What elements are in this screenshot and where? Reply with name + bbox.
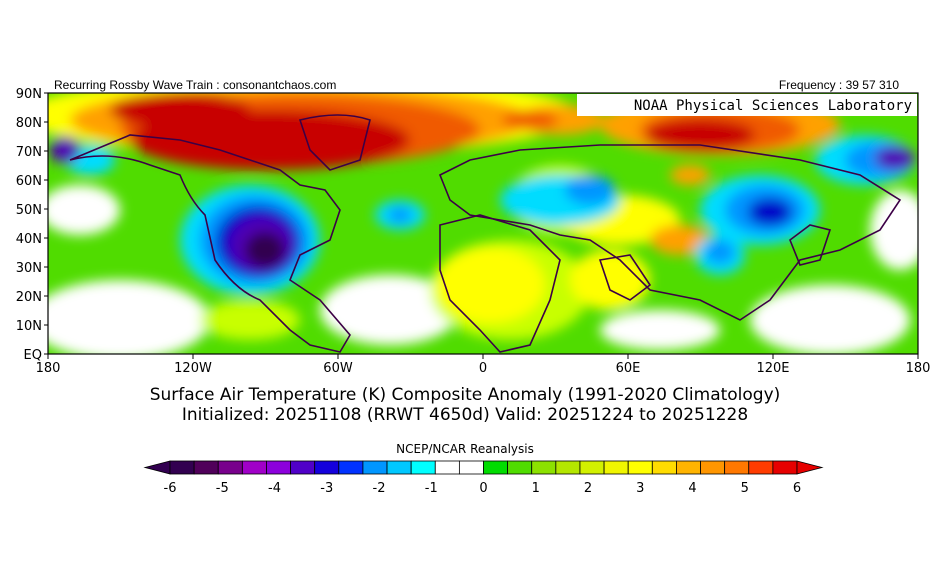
colorbar-segment	[603, 460, 629, 475]
colorbar-segment	[386, 460, 412, 475]
latitude-label: 70N	[16, 145, 42, 160]
longitude-label: 0	[479, 361, 487, 376]
longitude-label: 60E	[616, 361, 641, 376]
colorbar-tick-label: -6	[164, 481, 177, 496]
colorbar-tick-label: 0	[479, 481, 487, 496]
latitude-label: EQ	[24, 348, 42, 363]
map-title-line-2: Initialized: 20251108 (RRWT 4650d) Valid…	[181, 405, 749, 425]
latitude-label: 40N	[16, 232, 42, 247]
colorbar-segment	[748, 460, 774, 475]
latitude-label: 30N	[16, 261, 42, 276]
lab-label: NOAA Physical Sciences Laboratory	[634, 98, 912, 114]
colorbar-segment	[217, 460, 243, 475]
colorbar-tick-label: -5	[216, 481, 229, 496]
colorbar-arrow-low	[143, 460, 171, 475]
colorbar-segment	[338, 460, 364, 475]
lab-label-box	[577, 94, 917, 116]
colorbar-tick-label: -2	[373, 481, 386, 496]
colorbar-segment	[266, 460, 291, 475]
colorbar-segment	[531, 460, 557, 475]
colorbar-segment	[651, 460, 677, 475]
colorbar-segment	[241, 460, 267, 475]
colorbar-tick-label: -1	[425, 481, 438, 496]
latitude-axis: 90N 80N 70N 60N 50N 40N 30N 20N 10N EQ	[16, 87, 48, 363]
colorbar-segment	[676, 460, 701, 475]
latitude-label: 80N	[16, 116, 42, 131]
colorbar-segment	[193, 460, 219, 475]
source-credit: Recurring Rossby Wave Train : consonantc…	[54, 78, 337, 92]
colorbar: -6 -5 -4 -3 -2 -1 0 1 2 3 4 5 6	[143, 460, 824, 496]
latitude-label: 50N	[16, 203, 42, 218]
colorbar-title: NCEP/NCAR Reanalysis	[396, 442, 534, 456]
colorbar-tick-label: 3	[636, 481, 644, 496]
colorbar-segment	[290, 460, 316, 475]
longitude-axis: 180 120W 60W 0 60E 120E 180	[36, 354, 930, 376]
colorbar-segment	[169, 460, 195, 475]
colorbar-segment	[314, 460, 340, 475]
colorbar-segment	[434, 460, 460, 475]
latitude-label: 20N	[16, 290, 42, 305]
colorbar-segment	[555, 460, 581, 475]
colorbar-tick-label: -3	[320, 481, 333, 496]
latitude-label: 60N	[16, 174, 42, 189]
colorbar-tick-label: 6	[793, 481, 801, 496]
colorbar-segment	[410, 460, 436, 475]
colorbar-segment	[579, 460, 605, 475]
colorbar-tick-label: 2	[584, 481, 592, 496]
frequency-label: Frequency : 39 57 310	[778, 78, 899, 92]
colorbar-tick-label: -4	[268, 481, 281, 496]
longitude-label: 180	[906, 361, 930, 376]
latitude-label: 90N	[16, 87, 42, 102]
longitude-label: 60W	[323, 361, 353, 376]
coastlines	[69, 114, 902, 353]
anomaly-field	[48, 93, 918, 354]
colorbar-arrow-high	[796, 460, 824, 475]
longitude-label: 120E	[756, 361, 789, 376]
longitude-label: 180	[36, 361, 61, 376]
colorbar-segment	[700, 460, 726, 475]
longitude-label: 120W	[174, 361, 212, 376]
colorbar-segment	[627, 460, 653, 475]
colorbar-segment	[483, 460, 509, 475]
colorbar-segment	[772, 460, 798, 475]
colorbar-segment	[362, 460, 388, 475]
colorbar-segment	[458, 460, 484, 475]
colorbar-segment	[724, 460, 750, 475]
colorbar-tick-label: 5	[741, 481, 749, 496]
colorbar-segment	[507, 460, 533, 475]
map-title-line-1: Surface Air Temperature (K) Composite An…	[149, 385, 781, 405]
colorbar-tick-label: 4	[688, 481, 696, 496]
colorbar-tick-label: 1	[532, 481, 540, 496]
latitude-label: 10N	[16, 319, 42, 334]
